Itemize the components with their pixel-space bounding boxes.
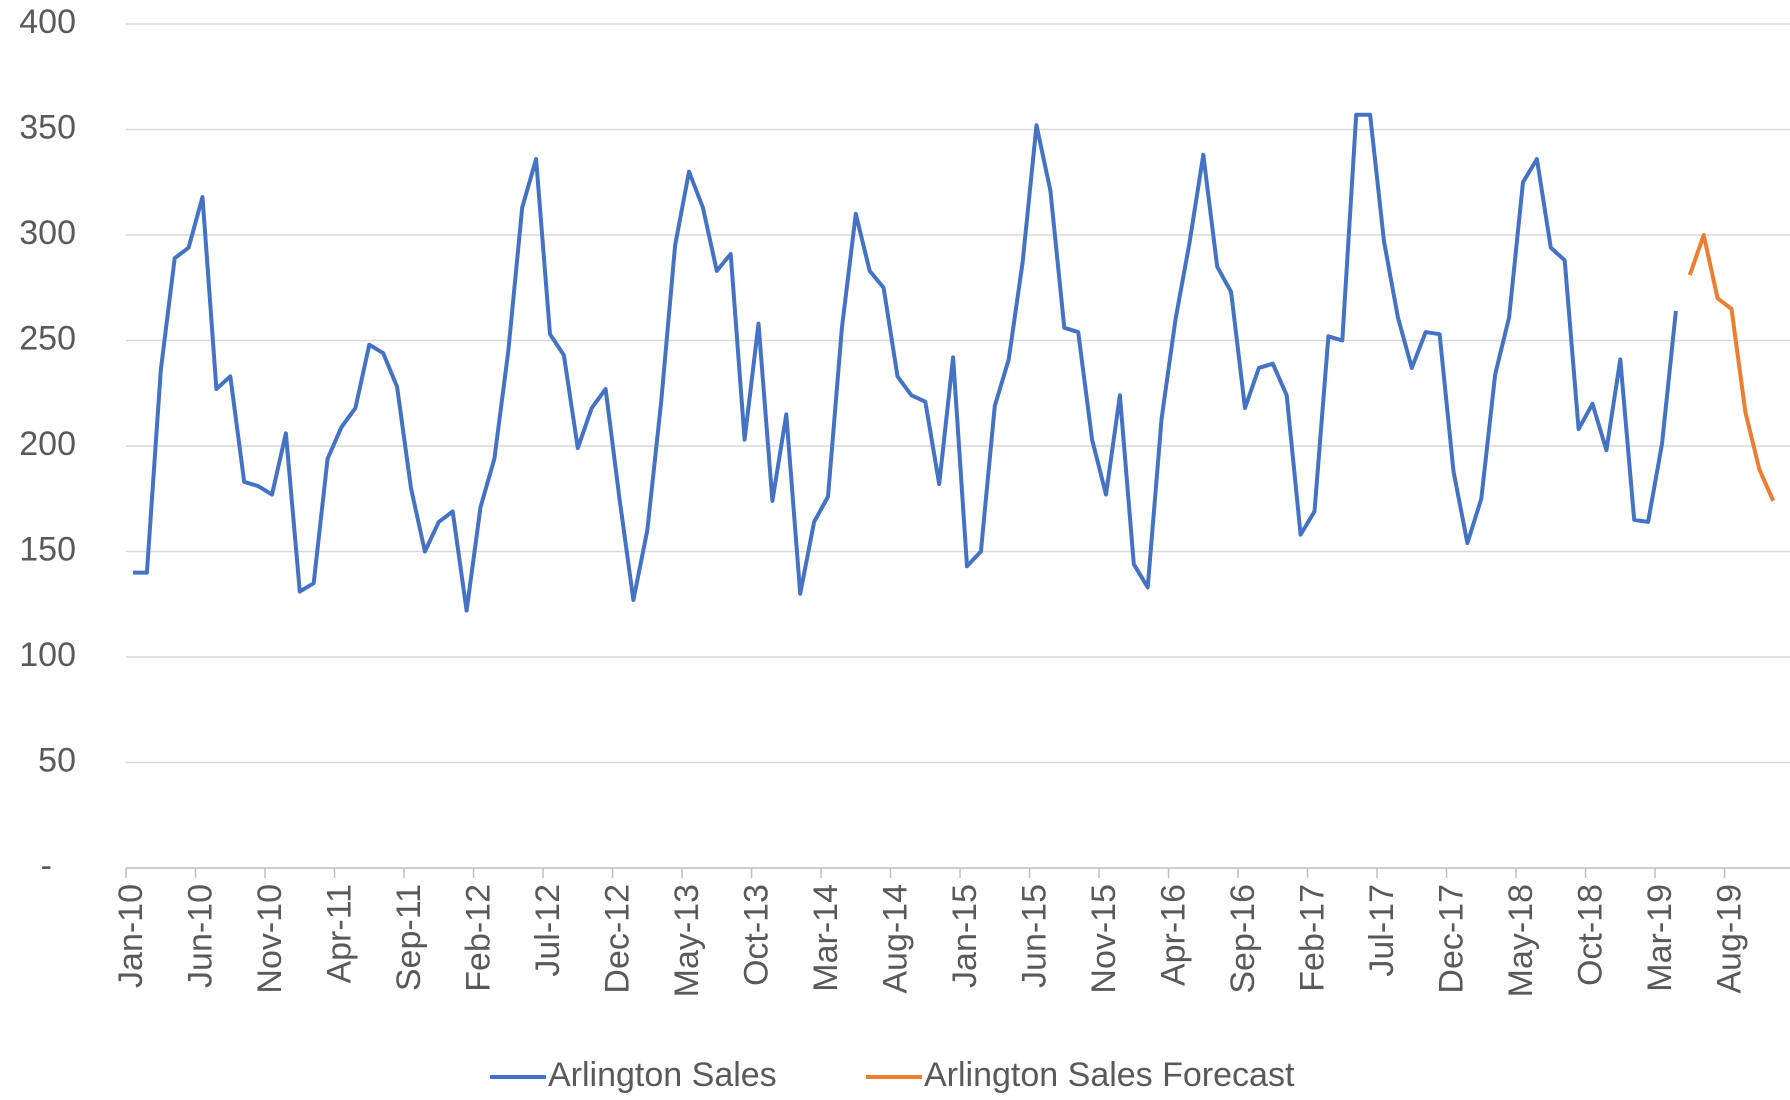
y-tick-label: 150: [19, 530, 76, 568]
y-tick-label: 100: [19, 636, 76, 674]
y-tick-label: 250: [19, 319, 76, 357]
x-tick-label: Jul-12: [529, 884, 567, 977]
x-tick-label: Feb-17: [1293, 884, 1331, 992]
legend-label: Arlington Sales: [548, 1056, 777, 1094]
x-tick-label: Apr-16: [1154, 884, 1192, 986]
x-tick-label: Feb-12: [459, 884, 497, 992]
y-tick-label: -: [41, 847, 52, 885]
x-tick-label: Mar-14: [807, 884, 845, 992]
x-tick-label: May-18: [1502, 884, 1540, 997]
x-tick-label: Aug-19: [1710, 884, 1748, 994]
x-tick-label: Jun-10: [181, 884, 219, 988]
legend-label: Arlington Sales Forecast: [924, 1056, 1295, 1094]
series-line: [133, 112, 1678, 613]
y-tick-label: 300: [19, 214, 76, 252]
x-tick-label: Jan-10: [112, 884, 150, 988]
x-tick-label: Sep-16: [1224, 884, 1262, 994]
x-tick-label: Jan-15: [946, 884, 984, 988]
x-tick-label: Oct-13: [737, 884, 775, 986]
series-line: [1687, 233, 1776, 502]
x-tick-label: Mar-19: [1641, 884, 1679, 992]
x-tick-label: Aug-14: [876, 884, 914, 994]
x-tick-label: May-13: [668, 884, 706, 997]
x-tick-label: Dec-17: [1432, 884, 1470, 994]
y-tick-label: 200: [19, 425, 76, 463]
x-tick-label: Oct-18: [1571, 884, 1609, 986]
y-tick-label: 350: [19, 108, 76, 146]
y-tick-label: 50: [38, 741, 76, 779]
y-tick-label: 400: [19, 3, 76, 41]
x-tick-label: Sep-11: [390, 884, 428, 991]
x-tick-label: Jun-15: [1015, 884, 1053, 988]
x-tick-label: Jul-17: [1363, 884, 1401, 977]
x-tick-label: Dec-12: [598, 884, 636, 994]
x-tick-label: Nov-10: [251, 884, 289, 994]
x-tick-label: Nov-15: [1085, 884, 1123, 994]
x-tick-label: Apr-11: [320, 884, 358, 984]
